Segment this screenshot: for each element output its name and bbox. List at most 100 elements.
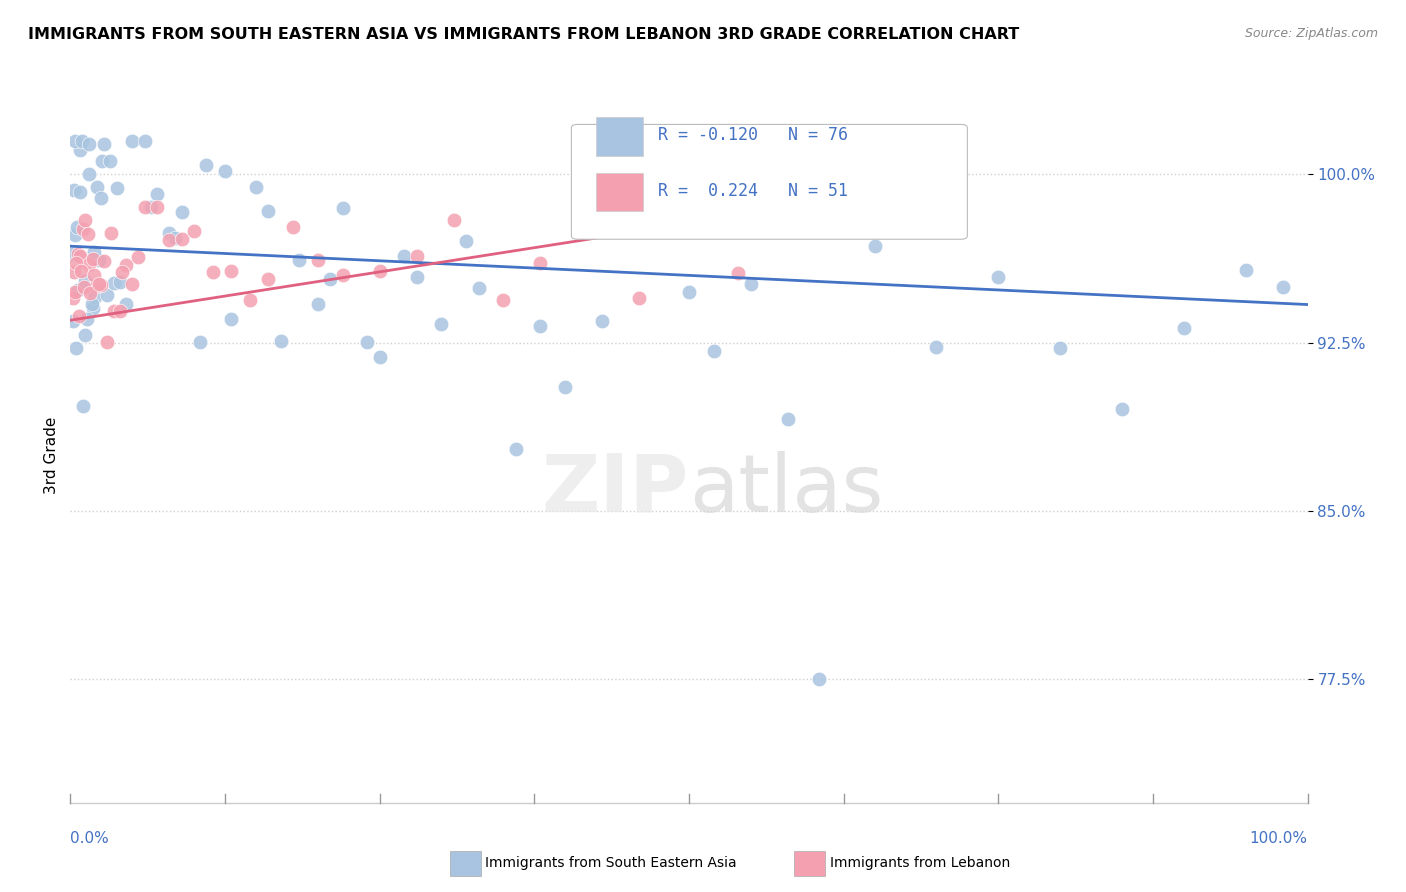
Point	[356, 334, 378, 349]
Point	[239, 293, 262, 307]
Point	[505, 442, 527, 456]
Point	[863, 239, 886, 253]
Bar	[596, 118, 643, 156]
Point	[75, 212, 97, 227]
Point	[65, 256, 87, 270]
Point	[281, 219, 304, 234]
Point	[157, 233, 180, 247]
Point	[257, 272, 280, 286]
Point	[77, 167, 100, 181]
Point	[170, 204, 193, 219]
Point	[529, 319, 551, 334]
Point	[63, 134, 86, 148]
Text: IMMIGRANTS FROM SOUTH EASTERN ASIA VS IMMIGRANTS FROM LEBANON 3RD GRADE CORRELAT: IMMIGRANTS FROM SOUTH EASTERN ASIA VS IM…	[28, 27, 1019, 42]
Point	[529, 256, 551, 270]
Point	[838, 216, 860, 230]
Point	[603, 197, 626, 211]
Point	[307, 297, 329, 311]
Point	[183, 224, 205, 238]
Point	[65, 285, 87, 299]
Point	[121, 277, 143, 291]
Point	[703, 344, 725, 359]
Point	[65, 228, 87, 243]
Point	[98, 153, 121, 168]
Point	[66, 283, 89, 297]
Point	[219, 312, 242, 326]
Point	[103, 276, 125, 290]
Text: atlas: atlas	[689, 450, 883, 529]
Point	[69, 143, 91, 157]
Point	[60, 246, 83, 260]
Point	[100, 226, 122, 240]
Point	[63, 183, 86, 197]
Point	[368, 350, 391, 364]
Text: Immigrants from Lebanon: Immigrants from Lebanon	[830, 856, 1010, 871]
Point	[214, 164, 236, 178]
Point	[139, 200, 162, 214]
Point	[146, 186, 169, 201]
Point	[87, 277, 110, 291]
Point	[492, 293, 515, 307]
Point	[332, 201, 354, 215]
Text: 100.0%: 100.0%	[1250, 830, 1308, 846]
Point	[73, 327, 96, 342]
Point	[84, 278, 107, 293]
Point	[740, 277, 762, 291]
Point	[134, 134, 156, 148]
Bar	[596, 173, 643, 211]
Point	[65, 341, 87, 355]
Point	[219, 264, 242, 278]
Point	[554, 380, 576, 394]
Point	[157, 226, 180, 240]
Point	[201, 265, 224, 279]
Point	[776, 412, 799, 426]
Point	[86, 180, 108, 194]
Point	[70, 134, 93, 148]
Point	[467, 280, 489, 294]
Point	[62, 314, 84, 328]
Point	[146, 200, 169, 214]
Point	[73, 280, 96, 294]
Point	[90, 191, 112, 205]
Point	[1234, 263, 1257, 277]
Point	[66, 220, 89, 235]
Point	[443, 212, 465, 227]
Text: R =  0.224   N = 51: R = 0.224 N = 51	[658, 182, 848, 200]
Point	[96, 334, 118, 349]
Point	[108, 303, 131, 318]
Point	[579, 216, 602, 230]
Point	[925, 341, 948, 355]
Point	[82, 301, 104, 316]
Point	[93, 137, 115, 152]
Point	[76, 227, 98, 242]
Point	[678, 195, 700, 210]
Point	[66, 247, 89, 261]
Y-axis label: 3rd Grade: 3rd Grade	[44, 417, 59, 493]
Point	[76, 312, 98, 326]
Point	[79, 137, 101, 152]
Point	[83, 268, 105, 282]
Point	[307, 252, 329, 267]
Point	[641, 214, 664, 228]
Point	[96, 287, 118, 301]
Point	[82, 252, 104, 267]
Text: ZIP: ZIP	[541, 450, 689, 529]
Point	[245, 180, 267, 194]
Point	[987, 270, 1010, 285]
Point	[727, 266, 749, 280]
Point	[394, 248, 416, 262]
Point	[405, 270, 427, 285]
Point	[1173, 321, 1195, 335]
Point	[456, 235, 478, 249]
Point	[170, 232, 193, 246]
Point	[111, 265, 134, 279]
Point	[628, 291, 651, 305]
Point	[72, 399, 94, 413]
Point	[319, 272, 342, 286]
Point	[1049, 342, 1071, 356]
Point	[257, 204, 280, 219]
Point	[69, 185, 91, 199]
Point	[776, 213, 799, 227]
Point	[93, 253, 115, 268]
Point	[87, 253, 110, 268]
